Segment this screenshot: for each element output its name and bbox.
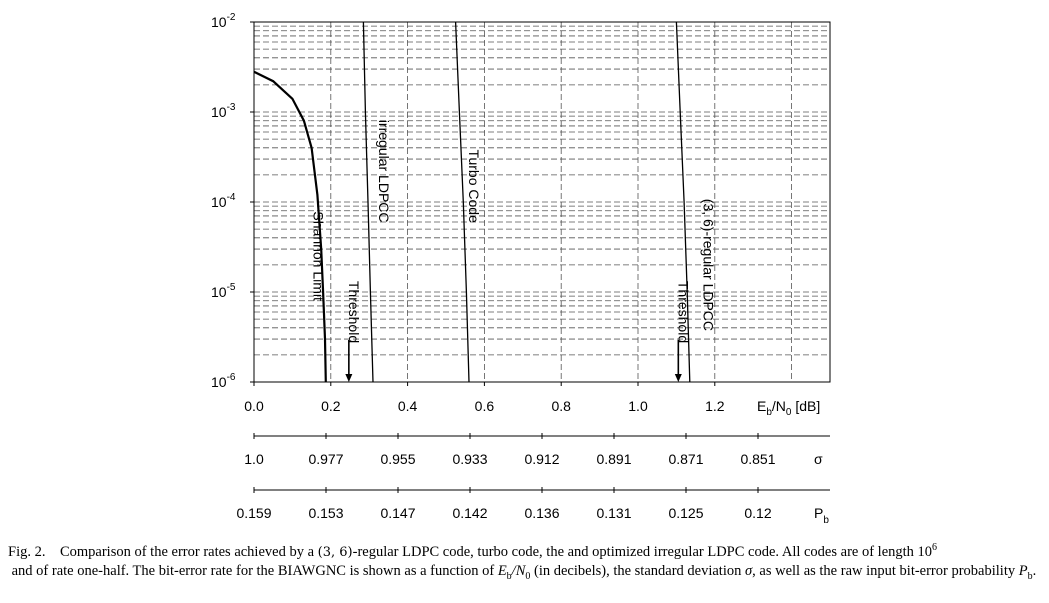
pb-axis-tick-label: 0.131 <box>596 505 631 521</box>
y-tick-label: 10-3 <box>211 102 236 120</box>
pb-axis-tick-label: 0.147 <box>380 505 415 521</box>
x-axis-label: Eb/N0 [dB] <box>757 398 820 418</box>
y-tick-label: 10-4 <box>211 192 236 210</box>
pb-axis-label: Pb <box>814 505 829 526</box>
x-tick-label: 0.2 <box>321 398 341 414</box>
pb-axis-tick-label: 0.159 <box>236 505 271 521</box>
pb-axis-tick-label: 0.142 <box>452 505 487 521</box>
sigma-axis-tick-label: 0.891 <box>596 451 631 467</box>
y-tick-label: 10-6 <box>211 372 236 390</box>
threshold-label: Threshold <box>675 281 691 343</box>
series-group: Shannon Limit irregular LDPCC Turbo Code (3… <box>253 21 716 383</box>
figure-caption: Fig. 2. Comparison of the error rates ac… <box>8 542 1037 582</box>
pb-axis-tick-label: 0.12 <box>744 505 771 521</box>
grid <box>254 22 830 382</box>
x-tick-label: 0.8 <box>551 398 571 414</box>
sigma-axis-tick-label: 0.933 <box>452 451 487 467</box>
x-tick-label: 0.0 <box>244 398 264 414</box>
y-tick-label: 10-2 <box>211 12 236 30</box>
series-label: irregular LDPCC <box>376 120 392 223</box>
x-tick-label: 1.2 <box>705 398 725 414</box>
series-line <box>253 70 327 383</box>
pb-axis-tick-label: 0.153 <box>308 505 343 521</box>
threshold-arrowhead <box>674 374 682 382</box>
pb-axis: 0.159 0.153 0.147 0.142 0.136 0.131 0.125 0.12 <box>236 487 830 521</box>
sigma-axis-tick-label: 0.912 <box>524 451 559 467</box>
series-label: Shannon Limit <box>311 211 327 301</box>
threshold-label: Threshold <box>346 281 362 343</box>
sigma-axis-label: σ <box>814 451 823 467</box>
chart: 10-210-310-410-510-6 0.0 0.2 0.4 0.6 0.8 1.0 1… <box>211 12 831 526</box>
sigma-axis-tick-label: 0.871 <box>668 451 703 467</box>
sigma-axis-tick-label: 0.955 <box>380 451 415 467</box>
series-label: (3, 6)-regular LDPCC <box>700 199 716 331</box>
y-tick-label: 10-5 <box>211 282 236 300</box>
sigma-axis: 1.0 0.977 0.955 0.933 0.912 0.891 0.871 0.851 <box>244 433 830 467</box>
series-label: Turbo Code <box>466 149 482 223</box>
pb-axis-tick-label: 0.136 <box>524 505 559 521</box>
y-axis: 10-2 10-3 10-4 10-5 10-6 <box>211 12 254 390</box>
sigma-axis-tick-label: 1.0 <box>244 451 264 467</box>
series-line <box>454 21 470 383</box>
series-line <box>675 21 691 383</box>
x-tick-label: 0.4 <box>398 398 418 414</box>
series-line <box>362 21 374 383</box>
pb-axis-tick-label: 0.125 <box>668 505 703 521</box>
annotations: Threshold Threshold <box>345 281 691 382</box>
x-axis: 0.0 0.2 0.4 0.6 0.8 1.0 1.2 <box>244 382 725 414</box>
sigma-axis-tick-label: 0.851 <box>740 451 775 467</box>
sigma-axis-tick-label: 0.977 <box>308 451 343 467</box>
threshold-arrowhead <box>345 374 353 382</box>
x-tick-label: 1.0 <box>628 398 648 414</box>
x-tick-label: 0.6 <box>475 398 495 414</box>
